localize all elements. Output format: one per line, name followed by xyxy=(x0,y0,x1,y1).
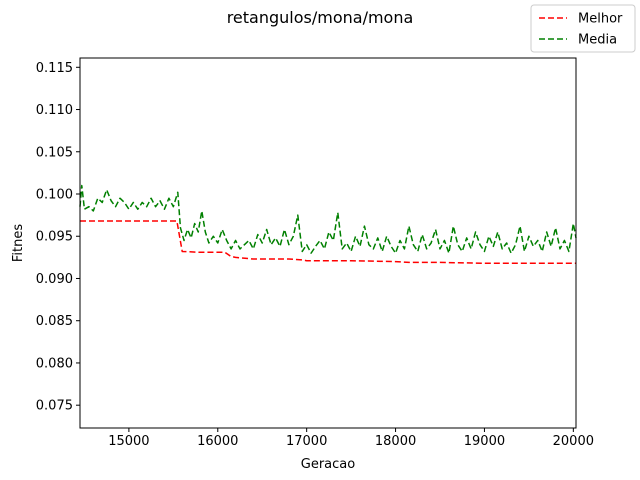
x-tick-label: 19000 xyxy=(464,434,505,449)
y-tick-label: 0.090 xyxy=(36,272,73,287)
y-tick-label: 0.100 xyxy=(36,188,73,203)
y-axis-ticks: 0.075 0.080 0.085 0.090 0.095 0.100 0.105 0.110… xyxy=(36,61,80,414)
y-tick-label: 0.080 xyxy=(36,356,73,371)
series-line-media xyxy=(79,184,577,254)
x-axis-title: Geracao xyxy=(301,457,355,472)
legend: Melhor Media xyxy=(530,4,636,53)
plot-frame xyxy=(79,57,577,429)
x-tick-label: 18000 xyxy=(375,434,416,449)
y-tick-label: 0.105 xyxy=(36,145,73,160)
x-tick-label: 17000 xyxy=(286,434,327,449)
legend-label-media: Media xyxy=(578,33,617,48)
x-tick-label: 16000 xyxy=(197,434,238,449)
x-tick-label: 15000 xyxy=(108,434,149,449)
y-tick-label: 0.110 xyxy=(36,103,73,118)
plot-series xyxy=(79,184,577,265)
y-tick-label: 0.075 xyxy=(36,399,73,414)
y-axis-title: Fitnes xyxy=(11,224,26,262)
x-tick-label: 20000 xyxy=(553,434,594,449)
chart-title: retangulos/mona/mona xyxy=(227,8,414,27)
series-line-melhor xyxy=(80,220,576,265)
y-tick-label: 0.095 xyxy=(36,230,73,245)
legend-label-melhor: Melhor xyxy=(578,12,623,27)
y-tick-label: 0.115 xyxy=(36,61,73,76)
x-axis-ticks: 15000 16000 17000 18000 19000 20000 xyxy=(108,428,594,449)
y-tick-label: 0.085 xyxy=(36,314,73,329)
legend-box xyxy=(530,4,636,53)
